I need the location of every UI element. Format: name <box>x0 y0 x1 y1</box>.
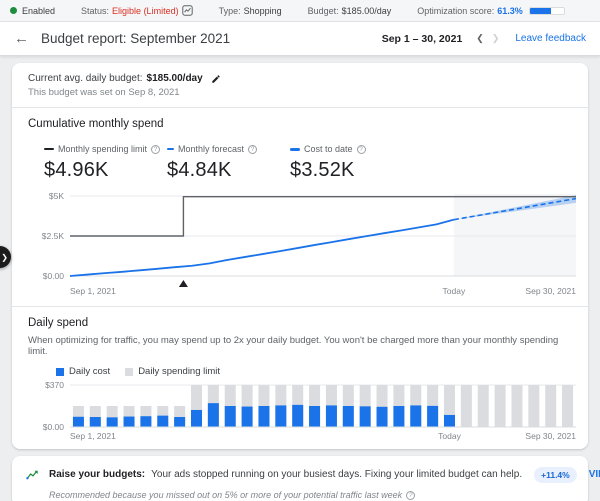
view-button[interactable]: VIEW <box>589 469 600 480</box>
svg-text:Sep 1, 2021: Sep 1, 2021 <box>70 431 116 441</box>
drawer-expand-button[interactable]: ❯ <box>0 246 11 268</box>
cost-line-swatch-icon <box>290 147 300 151</box>
metric-monthly-forecast: Monthly forecast ? $4.84K <box>167 144 290 182</box>
recommendation-title: Raise your budgets: <box>49 469 146 480</box>
daily-chart[interactable]: $370 $0.00 Sep 1, 2021 Today Sep 30, 2021 <box>28 379 584 443</box>
report-header: ← Budget report: September 2021 Sep 1 – … <box>0 22 600 56</box>
daily-legend: Daily cost Daily spending limit <box>56 366 572 377</box>
campaign-status-enabled[interactable]: Enabled <box>10 6 55 16</box>
date-range[interactable]: Sep 1 – 30, 2021 <box>381 32 463 45</box>
budget-label: Budget: <box>307 5 339 16</box>
svg-text:Today: Today <box>438 431 461 441</box>
uplift-badge: +11.4% <box>534 466 577 483</box>
leave-feedback-link[interactable]: Leave feedback <box>515 33 586 44</box>
recommendation-card: Raise your budgets: Your ads stopped run… <box>12 456 600 501</box>
legend-label: Daily cost <box>69 366 111 377</box>
metric-label: Cost to date <box>304 144 353 154</box>
svg-text:Sep 30, 2021: Sep 30, 2021 <box>525 431 576 441</box>
daily-limit-swatch-icon <box>125 367 134 376</box>
limit-line-swatch-icon <box>44 147 54 151</box>
daily-section: Daily spend When optimizing for traffic,… <box>12 307 588 449</box>
optimization-score-label: Optimization score: <box>417 5 495 16</box>
cumulative-section: Cumulative monthly spend Monthly spendin… <box>12 108 588 306</box>
optimization-score-value: 61.3% <box>497 5 523 16</box>
metric-label: Monthly forecast <box>178 144 245 154</box>
section-divider <box>12 107 588 108</box>
status-history-icon[interactable] <box>181 5 193 16</box>
budget-field[interactable]: Budget: $185.00/day <box>308 6 392 16</box>
help-icon[interactable]: ? <box>151 144 161 154</box>
metric-value: $4.84K <box>167 159 232 181</box>
metric-label: Monthly spending limit <box>58 144 148 154</box>
campaign-info-bar: Enabled Status: Eligible (Limited) Type:… <box>0 0 600 22</box>
recommendation-text: Your ads stopped running on your busiest… <box>151 469 523 480</box>
type-value: Shopping <box>243 5 282 16</box>
metric-cost-to-date: Cost to date ? $3.52K <box>290 144 413 182</box>
prev-period-chevron-icon[interactable]: ❮ <box>476 33 484 43</box>
status-label: Status: <box>81 5 110 16</box>
help-icon[interactable]: ? <box>248 144 258 154</box>
recommendation-note-text: Recommended because you missed out on 5%… <box>49 490 403 500</box>
current-budget-value: $185.00/day <box>146 73 203 84</box>
svg-text:$5K: $5K <box>49 191 64 201</box>
cumulative-title: Cumulative monthly spend <box>28 118 164 130</box>
type-label: Type: <box>218 5 241 16</box>
budget-value: $185.00/day <box>341 5 392 16</box>
help-icon[interactable]: ? <box>406 490 416 500</box>
edit-budget-pencil-icon[interactable] <box>211 74 221 84</box>
legend-label: Daily spending limit <box>138 366 221 377</box>
metric-value: $4.96K <box>44 159 109 181</box>
svg-text:Sep 30, 2021: Sep 30, 2021 <box>525 286 576 296</box>
recommendation-note: Recommended because you missed out on 5%… <box>49 490 576 500</box>
optimization-score-field[interactable]: Optimization score: 61.3% <box>417 6 565 16</box>
daily-title: Daily spend <box>28 317 89 329</box>
optimization-score-fill <box>529 7 551 14</box>
budget-summary: Current avg. daily budget: $185.00/day T… <box>12 63 588 107</box>
next-period-chevron-icon: ❯ <box>491 33 500 43</box>
page-title: Budget report: September 2021 <box>41 31 231 46</box>
daily-subtitle: When optimizing for traffic, you may spe… <box>28 335 559 357</box>
cumulative-metrics: Monthly spending limit ? $4.96K Monthly … <box>44 144 572 182</box>
enabled-label: Enabled <box>22 5 56 16</box>
type-field: Type: Shopping <box>219 6 282 16</box>
svg-text:$0.00: $0.00 <box>43 271 65 281</box>
cumulative-chart[interactable]: $5K $2.5K $0.00 Sep 1, 2021 Today Sep 30, 202… <box>28 188 584 300</box>
svg-text:Today: Today <box>443 286 466 296</box>
status-value: Eligible (Limited) <box>112 5 179 16</box>
help-icon[interactable]: ? <box>356 144 366 154</box>
back-arrow-icon[interactable]: ← <box>14 30 29 47</box>
page-body: Current avg. daily budget: $185.00/day T… <box>0 56 600 501</box>
optimization-score-bar <box>528 6 565 15</box>
svg-text:$0.00: $0.00 <box>43 422 65 432</box>
budget-report-card: Current avg. daily budget: $185.00/day T… <box>12 63 588 449</box>
current-budget-label: Current avg. daily budget: <box>28 73 143 84</box>
metric-monthly-spending-limit: Monthly spending limit ? $4.96K <box>44 144 167 182</box>
enabled-dot-icon <box>10 7 17 14</box>
drawer-chevron-icon: ❯ <box>1 252 8 262</box>
svg-text:Sep 1, 2021: Sep 1, 2021 <box>70 286 116 296</box>
status-field: Status: Eligible (Limited) <box>81 5 193 16</box>
svg-text:$370: $370 <box>45 380 64 390</box>
daily-cost-swatch-icon <box>56 367 64 376</box>
budget-set-note: This budget was set on Sep 8, 2021 <box>28 87 180 98</box>
svg-text:$2.5K: $2.5K <box>42 231 65 241</box>
forecast-line-swatch-icon <box>167 147 174 151</box>
trending-up-icon <box>26 470 38 480</box>
metric-value: $3.52K <box>290 159 355 181</box>
section-divider <box>12 306 588 307</box>
